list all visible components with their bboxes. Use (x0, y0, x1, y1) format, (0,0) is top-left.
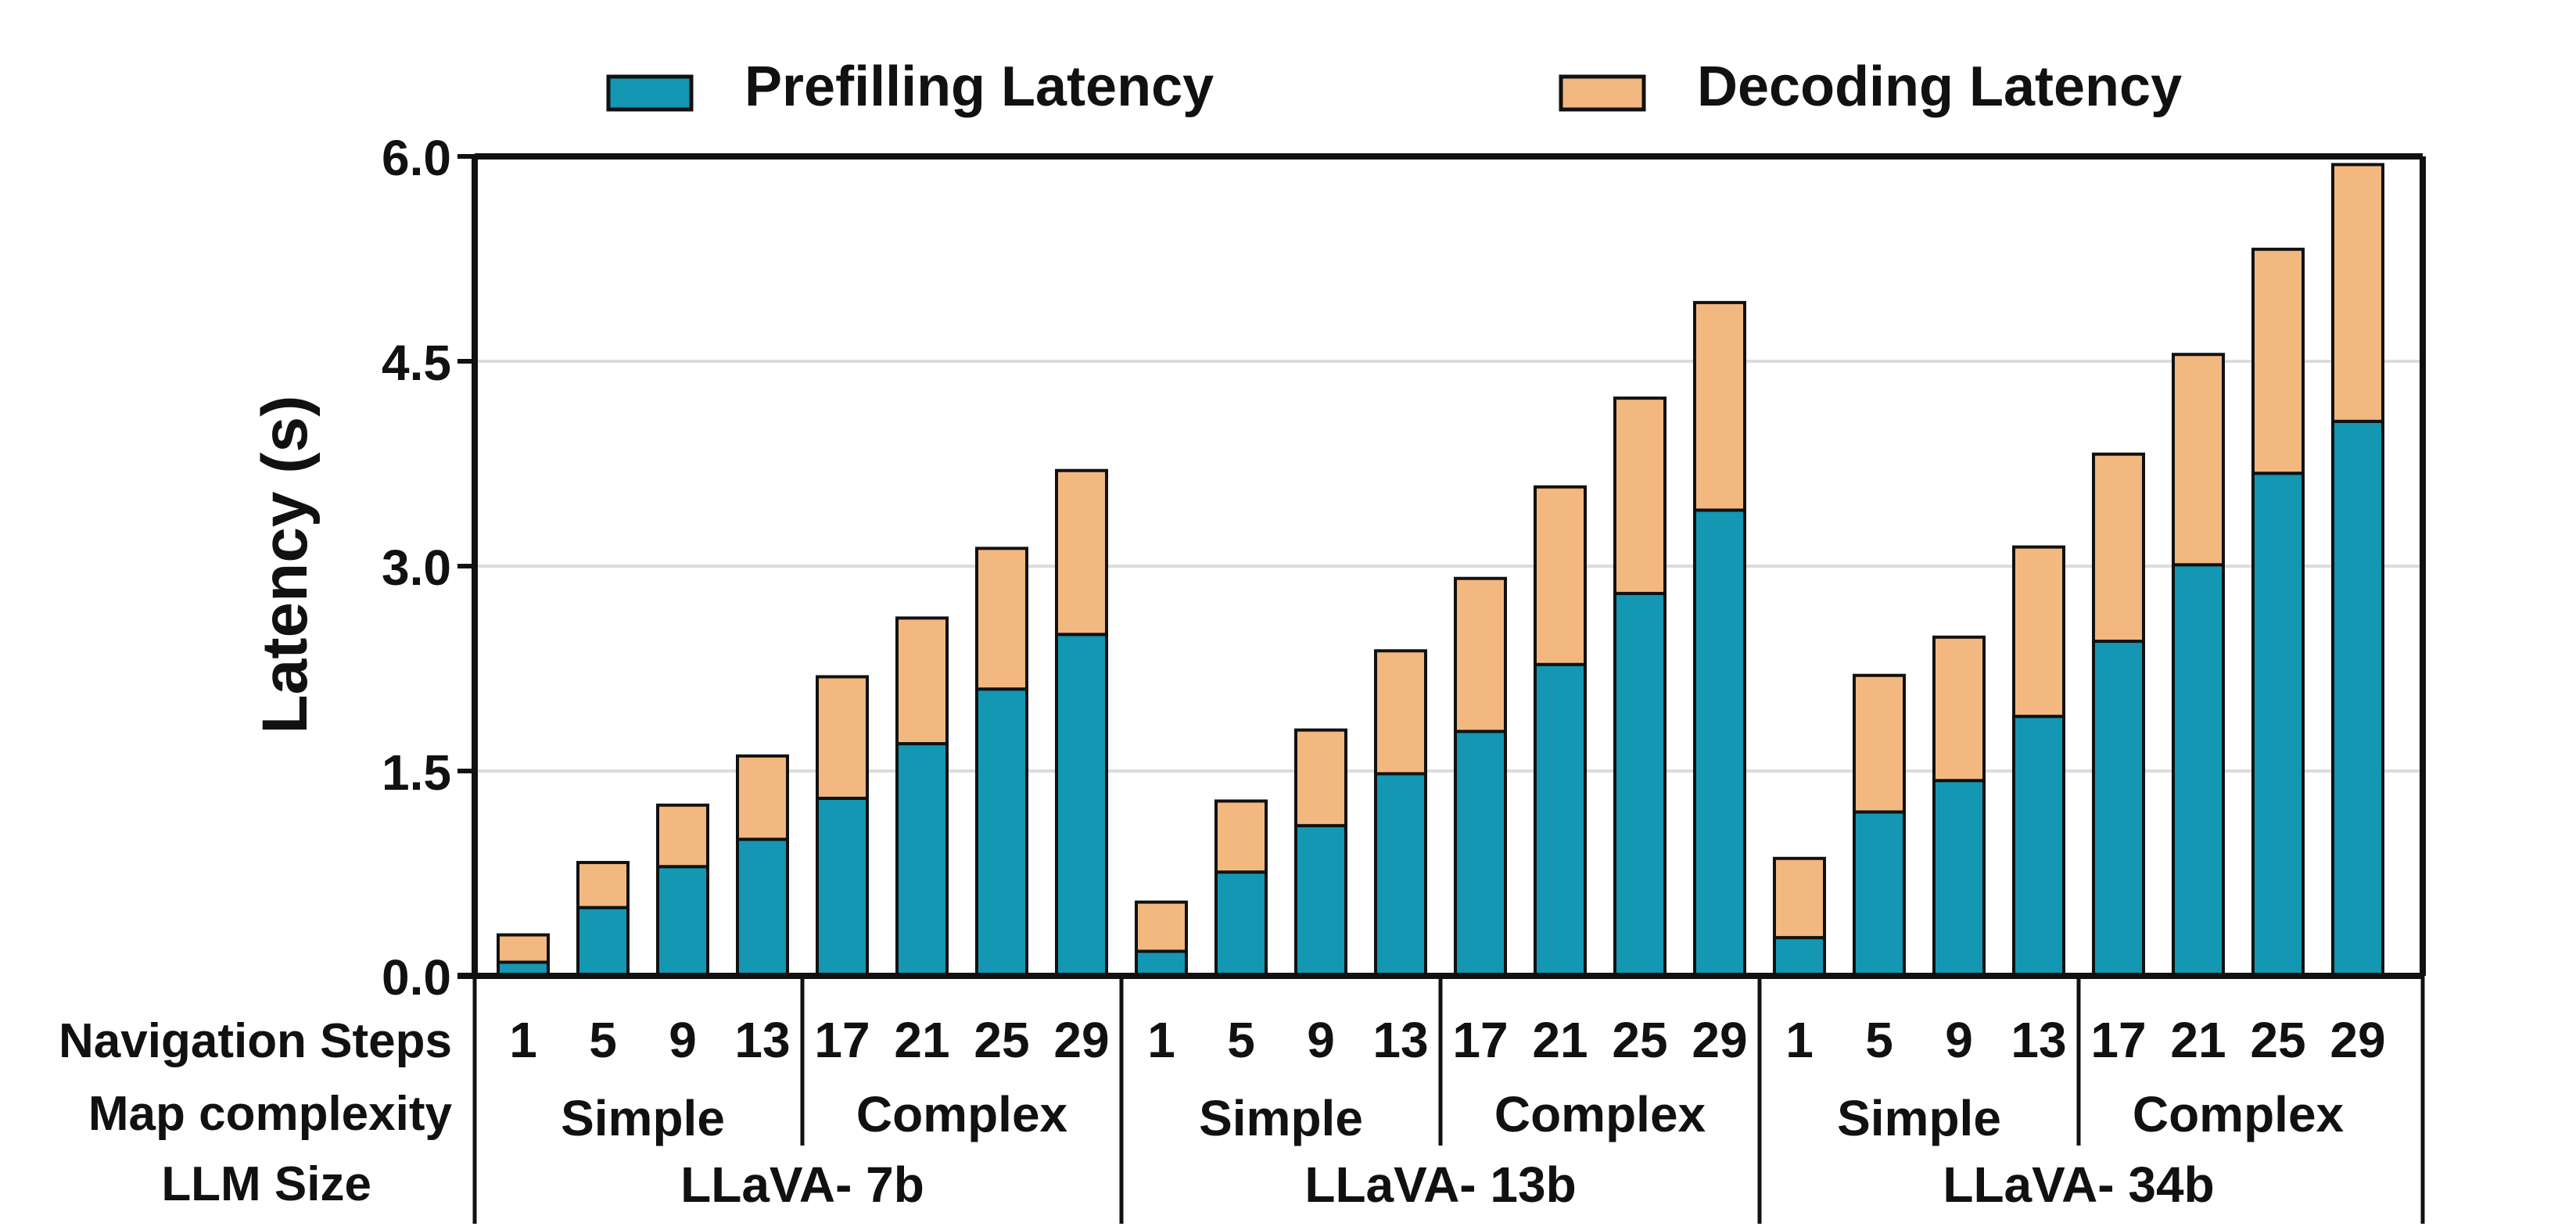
x-tick-label-step: 25 (1612, 1012, 1667, 1068)
x-tick-label-step: 29 (2330, 1012, 2385, 1068)
bar-decode (1932, 635, 1986, 783)
bar-prefill (576, 905, 630, 977)
bar-decode (2012, 545, 2065, 719)
x-tick-label-step: 21 (894, 1012, 949, 1068)
bar-decode (656, 803, 709, 869)
bar-prefill (1613, 591, 1667, 978)
bar-prefill (2331, 419, 2384, 977)
bar-prefill (1773, 936, 1826, 978)
model-label: LLaVA- 34b (1943, 1156, 2214, 1213)
bar-decode (736, 754, 789, 841)
y-tick-label: 1.5 (382, 744, 451, 801)
bar-prefill (1534, 662, 1587, 977)
x-tick-label-step: 13 (734, 1012, 790, 1068)
x-tick-label-step: 9 (1307, 1012, 1335, 1068)
bar-decode (1294, 728, 1347, 827)
bar-decode (1534, 485, 1587, 666)
bar-prefill (1693, 508, 1746, 977)
bar-prefill (2172, 563, 2225, 977)
labels: 0.01.53.04.56.01 5 9 13 17 21 25 29 1 5 9 13 17 21 25 2… (382, 130, 2386, 1213)
bar-decode (1693, 300, 1746, 512)
bar-prefill (1374, 772, 1427, 977)
x-tick-label-step: 5 (589, 1012, 617, 1068)
bar-decode (576, 861, 630, 909)
bar-decode (2092, 452, 2145, 644)
x-tick-label-step: 13 (2011, 1012, 2066, 1068)
complexity-label-complex: Complex (2133, 1086, 2345, 1142)
bar-decode (816, 675, 869, 800)
x-tick-label-step: 9 (669, 1012, 697, 1068)
x-tick-label-step: 25 (974, 1012, 1029, 1068)
bar-decode (2251, 247, 2305, 475)
bar-prefill (2012, 715, 2065, 978)
bar-decode (1374, 649, 1427, 776)
complexity-label-complex: Complex (1494, 1086, 1706, 1142)
complexity-label-simple: Simple (1199, 1090, 1363, 1146)
bar-decode (1055, 468, 1108, 637)
legend-label-prefill: Prefilling Latency (744, 56, 1214, 118)
x-tick-label-step: 17 (814, 1012, 870, 1068)
x-tick-label-step: 1 (1147, 1012, 1175, 1068)
y-tick-label: 6.0 (382, 130, 451, 186)
axes (457, 153, 2426, 1224)
row-label-map-complexity: Map complexity (88, 1087, 453, 1141)
bar-decode (1214, 799, 1268, 874)
x-tick-label-step: 9 (1945, 1012, 1973, 1068)
bar-decode (2331, 163, 2384, 423)
bar-prefill (736, 837, 789, 978)
y-axis-title: Latency (s) (249, 396, 321, 734)
bar-prefill (816, 796, 869, 978)
legend-swatch-prefill (606, 74, 694, 112)
bar-decode (1773, 856, 1826, 940)
bar-prefill (1055, 633, 1108, 977)
bar-prefill (2092, 640, 2145, 977)
bar-prefill (1294, 823, 1347, 978)
row-label-navigation-steps: Navigation Steps (59, 1014, 452, 1068)
bar-prefill (975, 687, 1028, 977)
y-tick-label: 3.0 (382, 540, 451, 596)
x-tick-label-step: 13 (1372, 1012, 1428, 1068)
bar-prefill (1932, 779, 1986, 978)
x-tick-label-step: 21 (2170, 1012, 2226, 1068)
x-tick-label-step: 25 (2250, 1012, 2305, 1068)
bar-prefill (656, 865, 709, 978)
bar-decode (2172, 353, 2225, 567)
complexity-label-simple: Simple (1837, 1090, 2001, 1146)
complexity-label-simple: Simple (561, 1090, 725, 1146)
x-tick-label-step: 21 (1532, 1012, 1588, 1068)
x-tick-label-step: 29 (1053, 1012, 1109, 1068)
model-label: LLaVA- 7b (680, 1156, 924, 1213)
bar-prefill (1135, 949, 1188, 978)
bar-decode (1853, 673, 1906, 814)
x-tick-label-step: 17 (2090, 1012, 2146, 1068)
x-tick-label-step: 5 (1227, 1012, 1255, 1068)
bars (497, 163, 2384, 978)
row-label-llm-size: LLM Size (161, 1157, 371, 1211)
bar-prefill (1853, 810, 1906, 978)
x-tick-label-step: 29 (1692, 1012, 1747, 1068)
y-tick-label: 0.0 (382, 949, 451, 1006)
x-tick-label-step: 17 (1452, 1012, 1508, 1068)
bar-decode (1613, 396, 1667, 595)
bar-prefill (1214, 870, 1268, 977)
bar-prefill (895, 742, 949, 977)
legend-swatch-decode (1559, 74, 1646, 112)
bar-prefill (1454, 730, 1507, 977)
bar-decode (895, 616, 949, 746)
x-tick-label-step: 1 (1785, 1012, 1814, 1068)
y-tick-label: 4.5 (382, 335, 451, 391)
legend-label-decode: Decoding Latency (1697, 56, 2182, 118)
x-tick-label-step: 1 (509, 1012, 537, 1068)
bar-decode (975, 547, 1028, 691)
bar-decode (1454, 576, 1507, 733)
legend: Prefilling Latency Decoding Latency (606, 56, 2182, 118)
bar-decode (1135, 900, 1188, 953)
complexity-label-complex: Complex (856, 1086, 1068, 1142)
bar-decode (497, 933, 550, 964)
bar-prefill (2251, 472, 2305, 977)
x-tick-label-step: 5 (1865, 1012, 1893, 1068)
model-label: LLaVA- 13b (1304, 1156, 1576, 1213)
